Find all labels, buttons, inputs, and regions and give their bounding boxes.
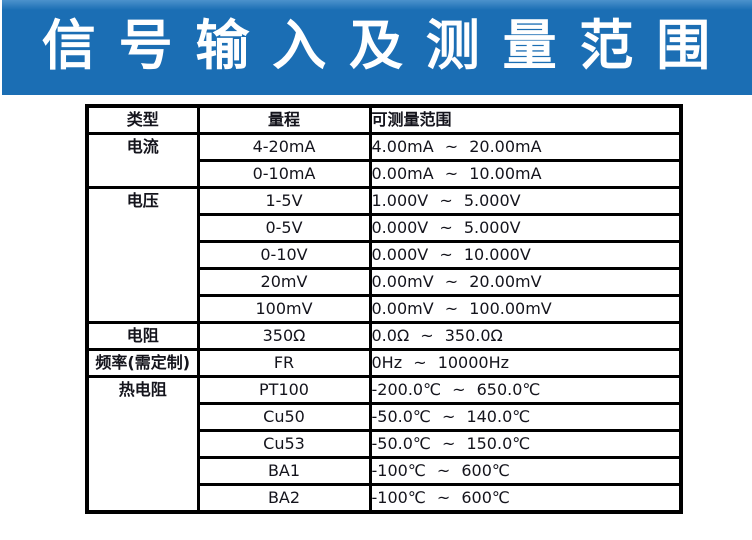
- range-value: 0-5V: [196, 213, 372, 243]
- measurable-range-value: 0.000V ~ 10.000V: [368, 240, 683, 270]
- range-value: 0-10V: [196, 240, 372, 270]
- measurable-range-value: 0.00mV ~ 20.00mV: [368, 267, 683, 297]
- measurable-range-value: -200.0℃ ~ 650.0℃: [368, 375, 683, 405]
- table-row: BA1 -100℃ ~ 600℃: [87, 456, 683, 486]
- range-value: 4-20mA: [196, 132, 372, 162]
- range-value: Cu53: [196, 429, 372, 459]
- range-value: 20mV: [196, 267, 372, 297]
- range-value: 1-5V: [196, 186, 372, 216]
- table-row: Cu53 -50.0℃ ~ 150.0℃: [87, 429, 683, 459]
- measurable-range-value: -50.0℃ ~ 150.0℃: [368, 429, 683, 459]
- type-group-label-resistance: 电阻: [85, 321, 200, 351]
- table-row: 0-10mA 0.00mA ~ 10.00mA: [87, 159, 683, 189]
- table-row: 0-5V 0.000V ~ 5.000V: [87, 213, 683, 243]
- range-value: BA2: [196, 483, 372, 514]
- type-group-label-frequency: 频率(需定制): [85, 348, 200, 378]
- measurable-range-value: 0.0Ω ~ 350.0Ω: [368, 321, 683, 351]
- col-header-type: 类型: [85, 104, 200, 135]
- page-title: 信 号 输 入 及 测 量 范 围: [41, 13, 713, 77]
- range-value: 0-10mA: [196, 159, 372, 189]
- table-row: 电压 1-5V 1.000V ~ 5.000V: [85, 186, 683, 324]
- range-value: PT100: [196, 375, 372, 405]
- measurable-range-value: 0Hz ~ 10000Hz: [368, 348, 683, 378]
- measurable-range-value: -100℃ ~ 600℃: [368, 456, 683, 486]
- table-row: BA2 -100℃ ~ 600℃: [87, 483, 683, 514]
- table-row: 电流 4-20mA 4.00mA ~ 20.00mA: [85, 132, 683, 189]
- measurement-range-table: 类型 量程 可测量范围 电流 4-20mA 4.00mA ~ 20.00mA 0…: [85, 104, 683, 514]
- measurable-range-value: 0.00mV ~ 100.00mV: [368, 294, 683, 324]
- type-group-label-current: 电流: [85, 132, 200, 189]
- col-header-range: 量程: [196, 104, 372, 135]
- measurable-range-value: 0.000V ~ 5.000V: [368, 213, 683, 243]
- table-row: 0-10V 0.000V ~ 10.000V: [87, 240, 683, 270]
- range-value: FR: [196, 348, 372, 378]
- table-row: 电阻 350Ω 0.0Ω ~ 350.0Ω: [85, 321, 683, 351]
- range-value: 100mV: [196, 294, 372, 324]
- table-row: 20mV 0.00mV ~ 20.00mV: [87, 267, 683, 297]
- range-value: Cu50: [196, 402, 372, 432]
- type-group-label-rtd: 热电阻: [85, 375, 200, 514]
- col-header-measurable: 可测量范围: [368, 104, 683, 135]
- measurable-range-value: 1.000V ~ 5.000V: [368, 186, 683, 216]
- measurable-range-value: 4.00mA ~ 20.00mA: [368, 132, 683, 162]
- measurable-range-value: -50.0℃ ~ 140.0℃: [368, 402, 683, 432]
- range-value: BA1: [196, 456, 372, 486]
- table-row: 频率(需定制) FR 0Hz ~ 10000Hz: [85, 348, 683, 378]
- title-banner: 信 号 输 入 及 测 量 范 围: [2, 0, 752, 95]
- table-row: 热电阻 PT100 -200.0℃ ~ 650.0℃: [85, 375, 683, 514]
- measurable-range-value: 0.00mA ~ 10.00mA: [368, 159, 683, 189]
- range-value: 350Ω: [196, 321, 372, 351]
- table-container: 类型 量程 可测量范围 电流 4-20mA 4.00mA ~ 20.00mA 0…: [85, 104, 683, 514]
- table-row: 100mV 0.00mV ~ 100.00mV: [87, 294, 683, 324]
- table-row: Cu50 -50.0℃ ~ 140.0℃: [87, 402, 683, 432]
- measurable-range-value: -100℃ ~ 600℃: [368, 483, 683, 514]
- type-group-label-voltage: 电压: [85, 186, 200, 324]
- header-row: 类型 量程 可测量范围: [85, 104, 683, 135]
